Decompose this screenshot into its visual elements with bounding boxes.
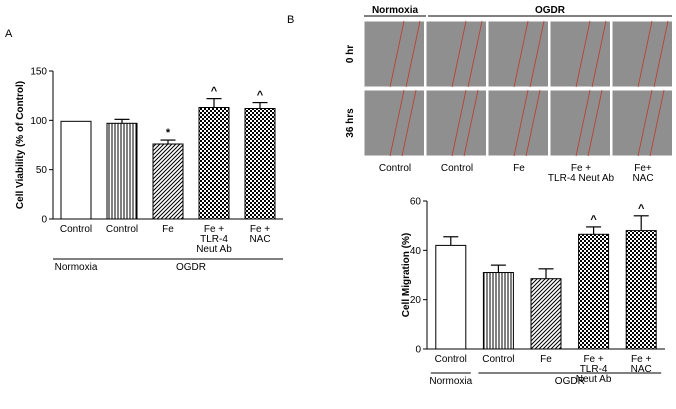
header-normoxia: Normoxia [372, 5, 419, 16]
wound-edge-line [529, 20, 545, 88]
y-tick-label: 40 [410, 246, 422, 257]
wound-edge-line [587, 89, 603, 157]
wound-edge-line [649, 89, 665, 157]
header-ogdr: OGDR [535, 5, 566, 16]
y-tick-label: 0 [41, 215, 47, 226]
wound-edge-line [513, 20, 529, 88]
y-tick-label: 100 [30, 116, 47, 127]
cell-viability-chart: 0 50 100 150 Cell Viability (% of Control) Co… [15, 67, 283, 273]
wound-edge-line [637, 20, 653, 88]
bar [60, 120, 92, 220]
wound-edge-line [389, 89, 405, 157]
wound-edge-line [467, 20, 483, 88]
micrograph-column-label: NAC [632, 173, 653, 184]
category-label: Control [435, 354, 467, 365]
micrograph-image [549, 89, 611, 157]
bar [578, 233, 610, 350]
row-label: 0 hr [345, 45, 356, 63]
micrograph-column-label: Fe [513, 163, 525, 174]
category-label: NAC [631, 364, 652, 375]
micrograph-image [487, 20, 549, 88]
y-tick-label: 150 [30, 67, 47, 78]
category-label: Control [106, 224, 138, 235]
group-label: OGDR [176, 262, 206, 273]
category-label: Fe + [204, 224, 224, 235]
micrograph-image [611, 20, 673, 88]
bar [530, 278, 562, 350]
wound-edge-line [591, 20, 607, 88]
row-label: 36 hrs [345, 108, 356, 138]
micrograph-column-label: Control [441, 163, 473, 174]
micrograph-image [425, 20, 487, 88]
category-label: Fe + [250, 224, 270, 235]
wound-edge-line [463, 89, 479, 157]
category-label: Neut Ab [196, 244, 232, 255]
micrograph-image [425, 89, 487, 157]
significance-marker: ^ [590, 214, 597, 226]
significance-marker: ^ [638, 203, 645, 215]
micrograph-column-label: Fe + [571, 163, 591, 174]
category-label: Control [60, 224, 92, 235]
group-label: OGDR [555, 376, 585, 387]
micrograph-grid: Normoxia OGDR 0 hr 36 hrs Control Control Fe Fe… [345, 5, 673, 184]
micrograph-image [487, 89, 549, 157]
significance-marker: ^ [257, 90, 264, 102]
wound-edge-line [405, 20, 421, 88]
y-tick-label: 20 [410, 295, 422, 306]
category-label: Fe [540, 354, 552, 365]
micrograph-image [363, 89, 425, 157]
y-tick-label: 60 [410, 197, 422, 208]
micrograph-image [611, 89, 673, 157]
wound-edge-line [513, 89, 529, 157]
category-label: Fe [162, 224, 174, 235]
category-label: TLR-4 [200, 234, 228, 245]
micrograph-image [549, 20, 611, 88]
significance-marker: * [166, 127, 171, 139]
y-tick-label: 0 [415, 345, 421, 356]
y-axis-label: Cell Viability (% of Control) [15, 81, 26, 209]
category-label: TLR-4 [580, 364, 608, 375]
category-label: Fe + [631, 354, 651, 365]
micrograph-image [363, 20, 425, 88]
wound-edge-line [389, 20, 405, 88]
bar [244, 107, 276, 220]
wound-edge-line [575, 89, 591, 157]
panel-label-a: A [5, 28, 13, 40]
significance-marker: ^ [211, 86, 218, 98]
micrograph-column-label: Control [379, 163, 411, 174]
panel-label-b: B [287, 14, 294, 26]
cell-migration-chart: 0 20 40 60 Cell Migration (%) Control Control F… [401, 197, 665, 387]
y-tick-label: 50 [36, 165, 48, 176]
bar [482, 272, 514, 350]
y-axis-label: Cell Migration (%) [401, 233, 412, 317]
wound-edge-line [451, 89, 467, 157]
bar [198, 107, 230, 220]
group-label: Normoxia [55, 262, 98, 273]
wound-edge-line [525, 89, 541, 157]
category-label: Neut Ab [576, 374, 612, 385]
group-label: Normoxia [429, 376, 472, 387]
bar [435, 244, 467, 350]
category-label: NAC [249, 234, 270, 245]
wound-edge-line [653, 20, 669, 88]
wound-edge-line [401, 89, 417, 157]
bar [152, 143, 184, 220]
bar [106, 122, 138, 220]
wound-edge-line [451, 20, 467, 88]
micrograph-column-label: Fe+ [634, 163, 652, 174]
micrograph-column-label: TLR-4 Neut Ab [548, 173, 615, 184]
bar [625, 230, 657, 350]
wound-edge-line [637, 89, 653, 157]
category-label: Fe + [583, 354, 603, 365]
wound-edge-line [575, 20, 591, 88]
category-label: Control [482, 354, 514, 365]
